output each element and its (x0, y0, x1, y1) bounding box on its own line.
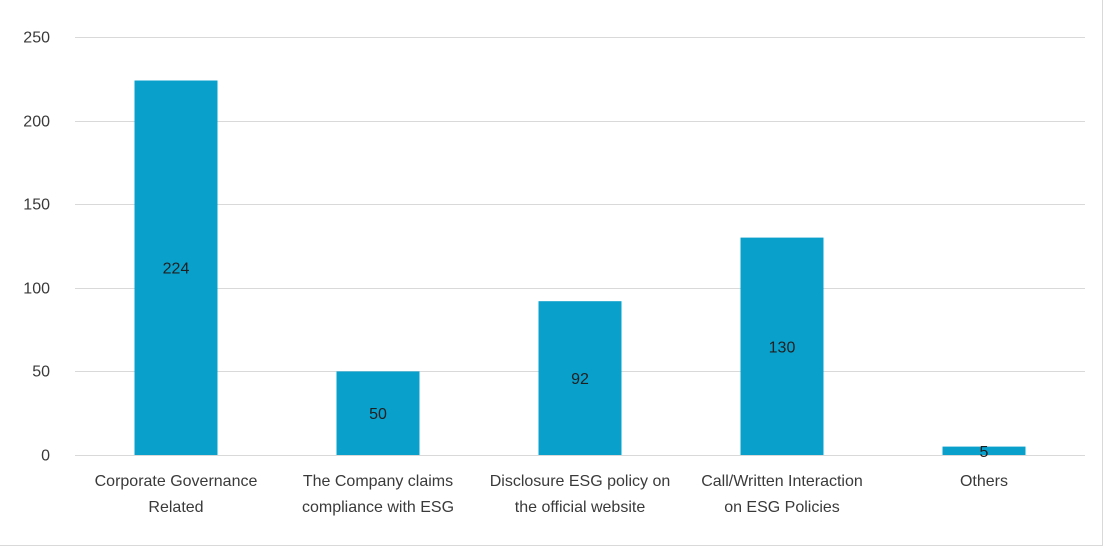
bar (740, 237, 824, 455)
data-label: 224 (163, 261, 190, 278)
x-category-label: Corporate Governance (95, 473, 258, 490)
x-category-label: on ESG Policies (724, 499, 840, 516)
x-category-label: Others (960, 473, 1008, 490)
x-category-label: the official website (515, 499, 646, 516)
data-label: 92 (571, 371, 589, 388)
y-tick-label: 50 (32, 364, 50, 381)
bar (942, 446, 1026, 455)
bars (134, 80, 1026, 455)
y-tick-label: 250 (23, 30, 50, 47)
data-label: 130 (769, 339, 796, 356)
y-tick-label: 150 (23, 197, 50, 214)
bar (336, 371, 420, 455)
gridlines (75, 37, 1085, 372)
data-labels: 224 50 92 130 5 (163, 261, 989, 461)
data-label: 50 (369, 406, 387, 423)
data-label: 5 (980, 444, 989, 461)
y-tick-label: 100 (23, 281, 50, 298)
x-category-label: The Company claims (303, 473, 453, 490)
bar (134, 80, 218, 455)
y-tick-label: 0 (41, 448, 50, 465)
y-axis-tick-labels: 0 50 100 150 200 250 (23, 30, 50, 465)
bar (538, 301, 622, 455)
x-category-label: compliance with ESG (302, 499, 454, 516)
x-category-label: Disclosure ESG policy on (490, 473, 671, 490)
x-category-label: Call/Written Interaction (701, 473, 863, 490)
x-category-label: Related (148, 499, 203, 516)
x-axis-category-labels: Corporate Governance Related The Company c… (95, 473, 1008, 516)
y-tick-label: 200 (23, 114, 50, 131)
